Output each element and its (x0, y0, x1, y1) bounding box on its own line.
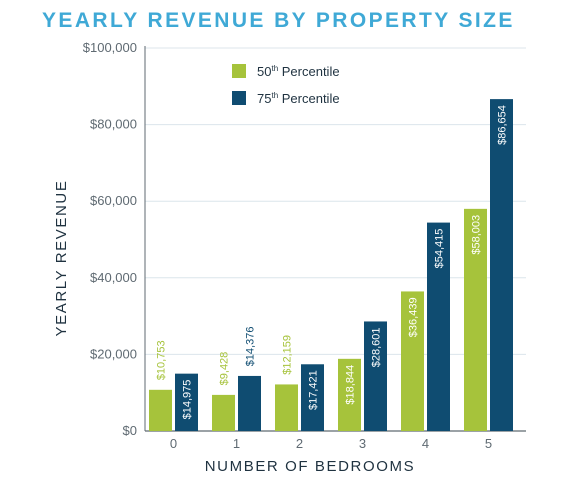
legend-label: 50th Percentile (257, 64, 340, 79)
legend-superscript: th (271, 91, 278, 100)
bar-value-label: $10,753 (156, 340, 168, 380)
x-axis-ticks: 0 1 2 3 4 5 (170, 436, 492, 451)
bar-p75-1 (238, 375, 261, 431)
x-tick-label: 2 (296, 436, 303, 451)
legend-swatch (232, 91, 246, 105)
grid-lines (144, 46, 526, 432)
legend-swatch (232, 64, 246, 78)
x-tick-label: 3 (359, 436, 366, 451)
x-tick-label: 5 (485, 436, 492, 451)
bar-value-label: $86,654 (497, 105, 509, 145)
bar-p50-0 (149, 389, 172, 431)
y-tick-label: $40,000 (90, 270, 137, 285)
y-tick-label: $80,000 (90, 117, 137, 132)
bar-value-label: $54,415 (434, 229, 446, 269)
y-tick-label: $20,000 (90, 346, 137, 361)
bar-p50-2 (275, 384, 298, 431)
bar-p75-0 (175, 373, 198, 431)
bar-value-label: $17,421 (308, 370, 320, 410)
legend-suffix: Percentile (278, 64, 339, 79)
y-tick-label: $0 (123, 423, 137, 438)
bar-p75-3 (364, 321, 387, 431)
bar-p75-2 (301, 364, 324, 431)
y-axis-title: YEARLY REVENUE (53, 180, 70, 337)
legend-number: 50 (257, 64, 271, 79)
bar-value-label: $18,844 (345, 365, 357, 405)
bar-p50-1 (212, 394, 235, 431)
x-tick-label: 4 (422, 436, 429, 451)
bar-value-label: $58,003 (471, 215, 483, 255)
x-tick-label: 1 (233, 436, 240, 451)
bars: $10,753 $14,975 $9,428 $14,376 $12,159 $17,42… (149, 99, 513, 432)
legend-number: 75 (257, 91, 271, 106)
y-tick-label: $100,000 (83, 40, 137, 55)
bar-value-label: $14,376 (245, 327, 257, 367)
bar-p50-5 (464, 208, 487, 431)
bar-p75-4 (427, 222, 450, 431)
legend-superscript: th (271, 64, 278, 73)
bar-p50-3 (338, 358, 361, 431)
bar-value-label: $14,975 (182, 380, 194, 420)
chart-title: YEARLY REVENUE BY PROPERTY SIZE (42, 9, 515, 32)
legend-label: 75th Percentile (257, 91, 340, 106)
x-tick-label: 0 (170, 436, 177, 451)
bar-p50-4 (401, 291, 424, 431)
bar-p75-5 (490, 99, 513, 432)
x-axis-title: NUMBER OF BEDROOMS (205, 458, 415, 475)
bar-value-label: $12,159 (282, 335, 294, 375)
bar-value-label: $9,428 (219, 352, 231, 386)
y-axis-ticks: $0 $20,000 $40,000 $60,000 $80,000 $100,000 (83, 40, 137, 438)
bar-value-label: $28,601 (371, 327, 383, 367)
y-tick-label: $60,000 (90, 193, 137, 208)
legend-suffix: Percentile (278, 91, 339, 106)
bar-value-label: $36,439 (408, 297, 420, 337)
